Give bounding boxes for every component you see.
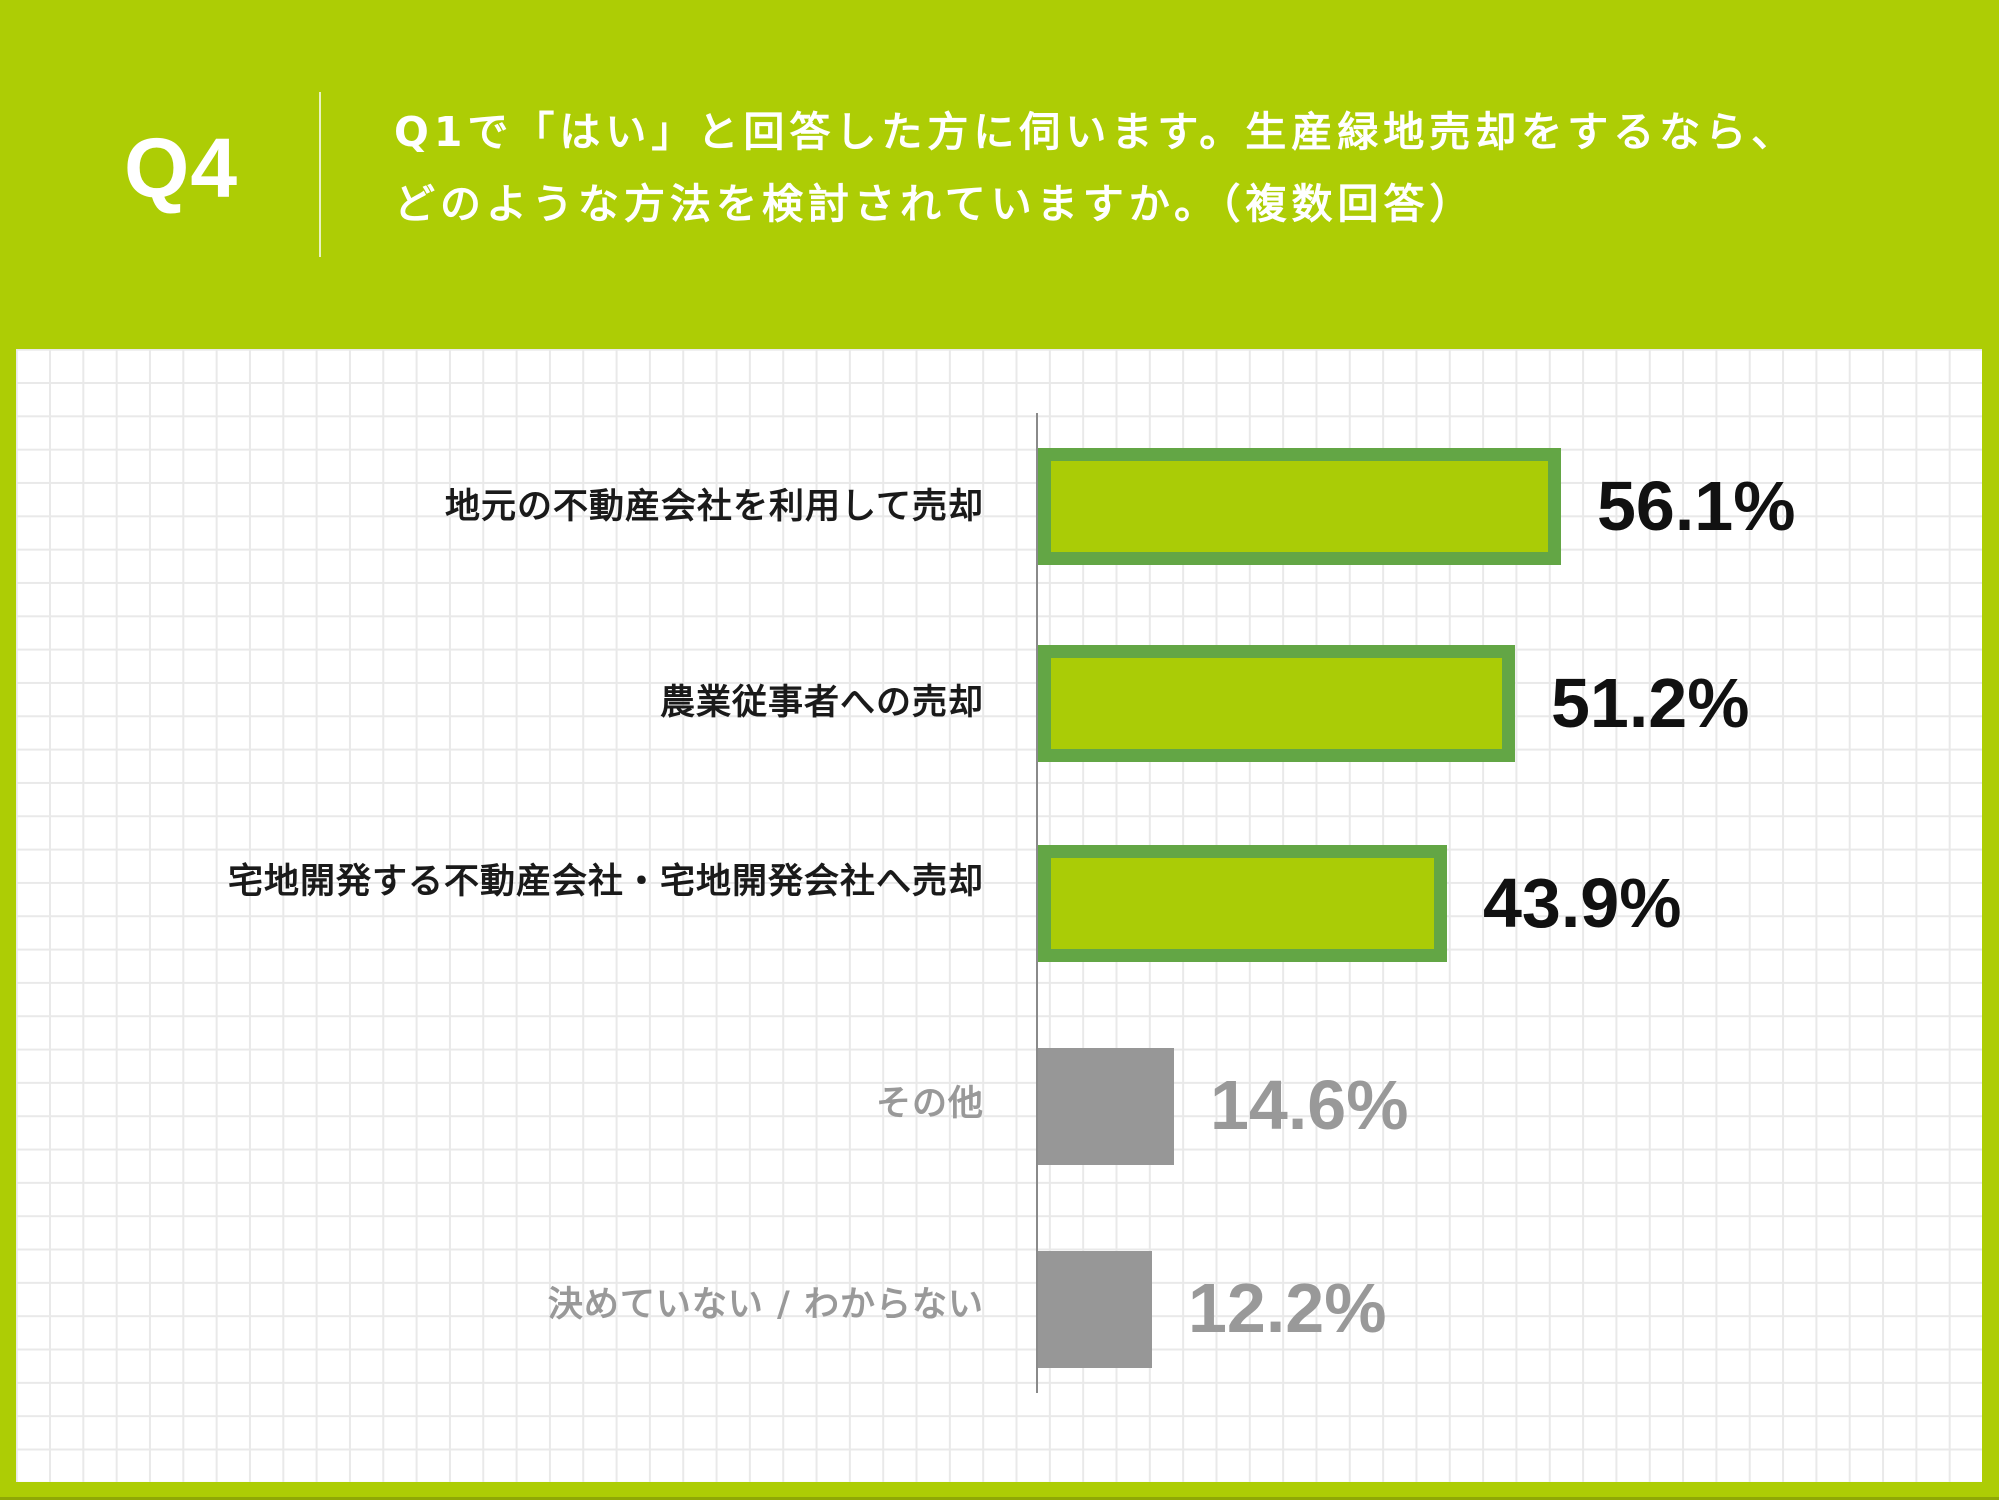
bar <box>1038 1251 1152 1368</box>
category-label: 決めていない / わからない <box>547 1285 984 1325</box>
value-label: 12.2% <box>1188 1269 1387 1347</box>
category-label: その他 <box>875 1084 984 1124</box>
value-label: 51.2% <box>1551 664 1750 742</box>
bar <box>1038 448 1561 565</box>
header-divider <box>319 92 321 257</box>
bar <box>1038 645 1515 762</box>
value-label: 43.9% <box>1483 864 1682 942</box>
category-label: 農業従事者への売却 <box>659 683 984 723</box>
bar <box>1038 845 1447 962</box>
question-line-1: Q1で「はい」と回答した方に伺います。生産緑地売却をするなら、 <box>394 108 1798 156</box>
category-label: 地元の不動産会社を利用して売却 <box>445 487 984 527</box>
question-line-2: どのような方法を検討されていますか。（複数回答） <box>394 180 1476 228</box>
question-text: Q1で「はい」と回答した方に伺います。生産緑地売却をするなら、 どのような方法を… <box>394 96 1954 240</box>
value-label: 14.6% <box>1210 1066 1409 1144</box>
y-axis-line <box>1036 413 1038 1393</box>
question-number: Q4 <box>124 121 239 215</box>
bar <box>1038 1048 1174 1165</box>
chart-panel <box>16 349 1982 1482</box>
value-label: 56.1% <box>1597 467 1796 545</box>
category-label: 宅地開発する不動産会社・宅地開発会社へ売却 <box>227 862 984 902</box>
bottom-border <box>0 1497 1999 1500</box>
